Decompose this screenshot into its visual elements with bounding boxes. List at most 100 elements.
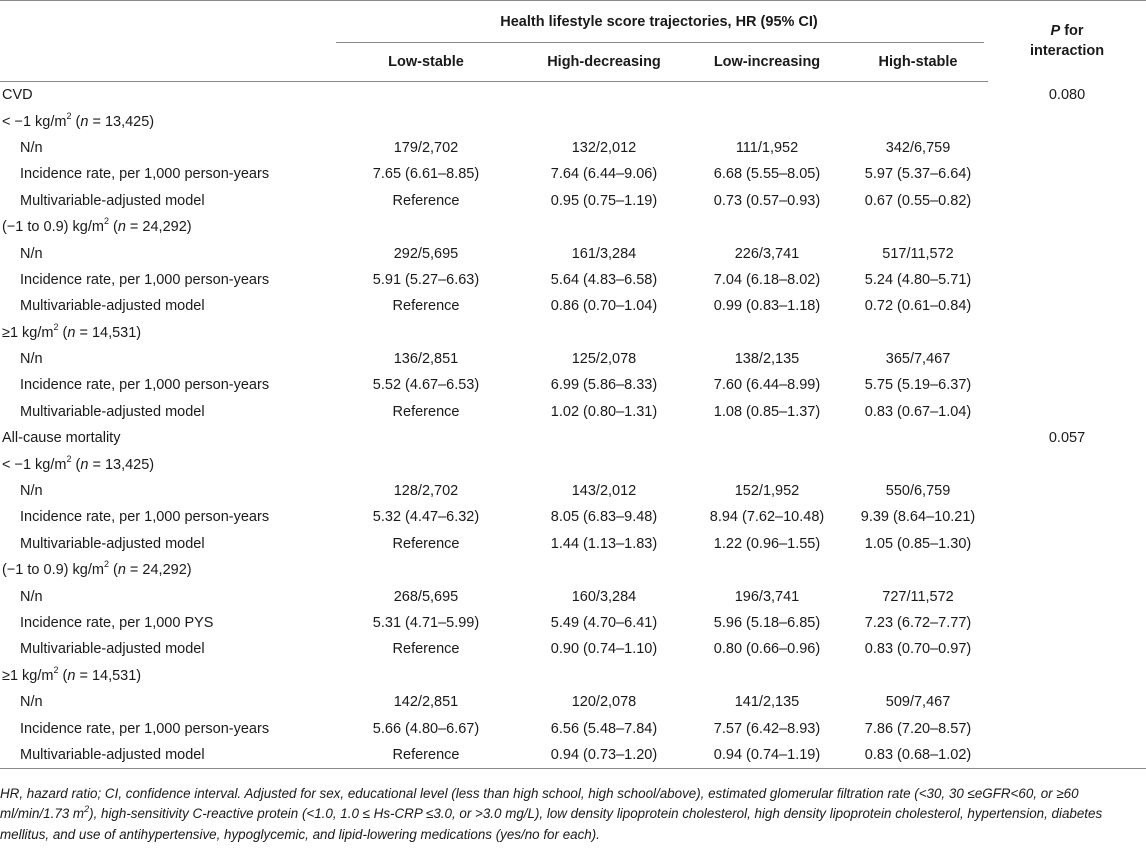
- header-blank: [0, 0, 330, 43]
- table-row: Multivariable-adjusted model Reference 1.0…: [0, 399, 1146, 425]
- empty-cell: [988, 135, 1146, 161]
- empty-cell: [988, 636, 1146, 662]
- group-label-count: = 14,531): [75, 667, 142, 684]
- interaction-text: interaction: [1029, 43, 1105, 60]
- group-row: < −1 kg/m2 (n = 13,425): [0, 451, 1146, 477]
- row-label: Incidence rate, per 1,000 person-years: [20, 377, 270, 394]
- value-cell: 7.57 (6.42–8.93): [713, 720, 821, 737]
- value-cell: 365/7,467: [885, 351, 951, 368]
- value-cell: Reference: [392, 535, 460, 552]
- empty-cell: [988, 372, 1146, 398]
- value-cell: 7.65 (6.61–8.85): [372, 166, 480, 183]
- empty-cell: [988, 346, 1146, 372]
- value-cell: 9.39 (8.64–10.21): [860, 509, 976, 526]
- value-cell: 6.68 (5.55–8.05): [713, 166, 821, 183]
- group-label-n: n: [117, 219, 126, 236]
- value-cell: 5.52 (4.67–6.53): [372, 377, 480, 394]
- group-label-text: (−1 to 0.9) kg/m: [2, 562, 104, 579]
- column-header: Low-stable: [330, 43, 522, 82]
- row-label: Incidence rate, per 1,000 person-years: [20, 166, 270, 183]
- table-row: Incidence rate, per 1,000 person-years 5.…: [0, 715, 1146, 741]
- value-cell: 0.90 (0.74–1.10): [550, 641, 658, 658]
- group-label-text: < −1 kg/m: [2, 113, 67, 130]
- empty-cell: [686, 82, 848, 109]
- value-cell: 7.86 (7.20–8.57): [864, 720, 972, 737]
- group-label: < −1 kg/m2 (n = 13,425): [0, 451, 1146, 477]
- row-label: Multivariable-adjusted model: [20, 641, 205, 658]
- spanning-header-text: Health lifestyle score trajectories, HR …: [500, 14, 818, 30]
- value-cell: 0.83 (0.70–0.97): [864, 641, 972, 658]
- section-row: CVD 0.080: [0, 82, 1146, 109]
- group-label: (−1 to 0.9) kg/m2 (n = 24,292): [0, 557, 1146, 583]
- value-cell: 5.24 (4.80–5.71): [864, 271, 972, 288]
- empty-cell: [988, 478, 1146, 504]
- value-cell: Reference: [330, 741, 522, 770]
- row-label: N/n: [20, 483, 43, 500]
- empty-cell: [988, 715, 1146, 741]
- group-label: ≥1 kg/m2 (n = 14,531): [0, 663, 1146, 689]
- table-row: Incidence rate, per 1,000 PYS 5.31 (4.71–…: [0, 610, 1146, 636]
- group-label-text: < −1 kg/m: [2, 456, 67, 473]
- row-label: Multivariable-adjusted model: [0, 741, 330, 770]
- row-label: Multivariable-adjusted model: [20, 403, 205, 420]
- value-cell: 161/3,284: [571, 245, 637, 262]
- value-cell: 5.91 (5.27–6.63): [372, 271, 480, 288]
- row-label: Incidence rate, per 1,000 person-years: [20, 271, 270, 288]
- value-cell: 128/2,702: [393, 483, 459, 500]
- value-cell: 0.83 (0.68–1.02): [848, 741, 989, 770]
- section-title: CVD: [2, 87, 33, 104]
- empty-cell: [988, 504, 1146, 530]
- column-header: High-stable: [848, 43, 989, 82]
- value-cell: 509/7,467: [885, 694, 951, 711]
- group-label-n: n: [80, 113, 89, 130]
- value-cell: 160/3,284: [571, 588, 637, 605]
- table-header: Health lifestyle score trajectories, HR …: [0, 0, 1146, 82]
- table-row: N/n 179/2,702 132/2,012 111/1,952 342/6,759: [0, 135, 1146, 161]
- value-cell: 5.97 (5.37–6.64): [864, 166, 972, 183]
- table-row: Multivariable-adjusted model Reference 1.4…: [0, 531, 1146, 557]
- empty-cell: [522, 425, 686, 451]
- empty-cell: [522, 82, 686, 109]
- value-cell: 0.67 (0.55–0.82): [864, 192, 972, 209]
- value-cell: 517/11,572: [882, 245, 954, 262]
- empty-cell: [988, 610, 1146, 636]
- table-row: N/n 142/2,851 120/2,078 141/2,135 509/7,467: [0, 689, 1146, 715]
- empty-cell: [988, 267, 1146, 293]
- value-cell: 1.08 (0.85–1.37): [713, 403, 821, 420]
- column-header: High-decreasing: [522, 43, 686, 82]
- group-label-text: ≥1 kg/m: [2, 324, 54, 341]
- value-cell: 5.75 (5.19–6.37): [864, 377, 972, 394]
- group-label-sup: 2: [53, 664, 59, 675]
- row-label: Multivariable-adjusted model: [20, 298, 205, 315]
- group-label-count: = 24,292): [125, 562, 192, 579]
- table-row: N/n 268/5,695 160/3,284 196/3,741 727/11,572: [0, 583, 1146, 609]
- row-label: Multivariable-adjusted model: [20, 535, 205, 552]
- value-cell: 7.60 (6.44–8.99): [713, 377, 821, 394]
- p-for-text: for: [1060, 23, 1084, 40]
- value-cell: 7.64 (6.44–9.06): [550, 166, 658, 183]
- empty-cell: [988, 689, 1146, 715]
- value-cell: 136/2,851: [393, 351, 459, 368]
- table-row: Incidence rate, per 1,000 person-years 5.…: [0, 372, 1146, 398]
- value-cell: 5.66 (4.80–6.67): [372, 720, 480, 737]
- empty-cell: [988, 188, 1146, 214]
- group-label-sup: 2: [103, 216, 109, 227]
- p-for-interaction-header: P for interaction: [988, 0, 1146, 82]
- group-label-paren: (: [71, 456, 81, 473]
- value-cell: 7.23 (6.72–7.77): [864, 615, 972, 631]
- value-cell: 1.44 (1.13–1.83): [550, 535, 658, 552]
- row-label: Incidence rate, per 1,000 PYS: [20, 615, 214, 631]
- table-row: Multivariable-adjusted model Reference 0.9…: [0, 636, 1146, 662]
- value-cell: 550/6,759: [885, 483, 951, 500]
- empty-cell: [988, 293, 1146, 319]
- empty-cell: [988, 741, 1146, 770]
- value-cell: 0.94 (0.73–1.20): [522, 741, 686, 770]
- value-cell: 0.95 (0.75–1.19): [550, 192, 658, 209]
- value-cell: 5.32 (4.47–6.32): [372, 509, 480, 526]
- group-label-n: n: [80, 456, 89, 473]
- footnote-superscript: 2: [84, 803, 90, 814]
- group-label-paren: (: [58, 324, 68, 341]
- group-row: ≥1 kg/m2 (n = 14,531): [0, 320, 1146, 346]
- value-cell: 138/2,135: [734, 351, 800, 368]
- row-label: N/n: [20, 351, 43, 368]
